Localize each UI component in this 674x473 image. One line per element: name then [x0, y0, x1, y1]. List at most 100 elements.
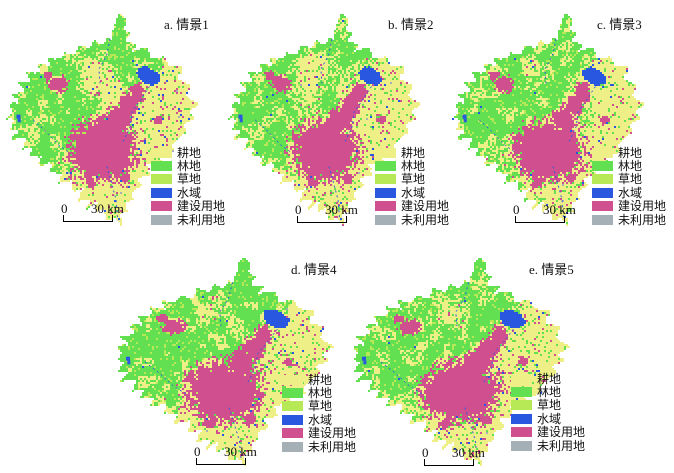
legend: 耕地 林地 草地 水域 建设用地 未利用地: [592, 146, 666, 226]
legend-item: 未利用地: [375, 213, 449, 226]
legend-item: 耕地: [282, 373, 356, 386]
legend-label: 水域: [537, 411, 562, 426]
legend-label: 耕地: [401, 145, 426, 160]
legend-swatch-cultivated: [592, 147, 613, 158]
legend-item: 水域: [592, 186, 666, 199]
scale-zero-label: 0: [422, 445, 429, 460]
legend-swatch-unused: [282, 441, 303, 452]
land-use-map-scenario-1: [6, 12, 208, 228]
panel-title-scenario-3: c. 情景3: [597, 17, 642, 32]
legend-label: 耕地: [308, 372, 333, 387]
scale-zero-label: 0: [194, 444, 201, 459]
legend-swatch-built: [375, 201, 396, 212]
legend-label: 建设用地: [177, 199, 226, 214]
legend-label: 未利用地: [618, 212, 667, 227]
legend-label: 建设用地: [401, 199, 450, 214]
legend-item: 林地: [375, 159, 449, 172]
panel-title-scenario-2: b. 情景2: [388, 17, 434, 32]
legend-label: 林地: [537, 385, 562, 400]
legend-item: 耕地: [151, 146, 225, 159]
legend: 耕地 林地 草地 水域 建设用地 未利用地: [151, 146, 225, 226]
legend-item: 耕地: [511, 372, 585, 385]
legend-label: 草地: [618, 172, 643, 187]
legend-label: 水域: [618, 185, 643, 200]
legend-label: 林地: [308, 386, 333, 401]
scale-distance-label: 30 km: [452, 445, 485, 460]
legend-swatch-grass: [282, 401, 303, 412]
legend-label: 建设用地: [308, 426, 357, 441]
legend-swatch-cultivated: [282, 374, 303, 385]
legend-swatch-grass: [511, 400, 532, 411]
scale-bar-line: [515, 216, 565, 223]
legend-swatch-unused: [511, 440, 532, 451]
panel-title-scenario-1: a. 情景1: [164, 17, 209, 32]
legend-item: 水域: [282, 413, 356, 426]
scale-distance-label: 30 km: [543, 202, 576, 217]
legend-label: 建设用地: [537, 425, 586, 440]
legend-swatch-forest: [511, 387, 532, 398]
legend-swatch-built: [151, 201, 172, 212]
legend-item: 建设用地: [511, 426, 585, 439]
legend-item: 水域: [151, 186, 225, 199]
legend-swatch-cultivated: [511, 373, 532, 384]
legend-item: 建设用地: [375, 200, 449, 213]
legend-item: 草地: [151, 173, 225, 186]
legend-item: 建设用地: [282, 427, 356, 440]
scale-distance-label: 30 km: [325, 202, 358, 217]
legend-swatch-forest: [282, 388, 303, 399]
legend-item: 建设用地: [592, 200, 666, 213]
legend-label: 水域: [177, 185, 202, 200]
legend-swatch-built: [511, 427, 532, 438]
legend-label: 林地: [618, 159, 643, 174]
panel-title-scenario-4: d. 情景4: [291, 262, 337, 277]
land-use-map-scenario-4: [114, 256, 344, 468]
legend: 耕地 林地 草地 水域 建设用地 未利用地: [511, 372, 585, 452]
legend-swatch-water: [282, 414, 303, 425]
scale-bar-line: [196, 458, 246, 465]
legend-swatch-built: [592, 201, 613, 212]
legend-label: 建设用地: [618, 199, 667, 214]
legend-label: 耕地: [537, 371, 562, 386]
scale-distance-label: 30 km: [91, 201, 124, 216]
legend-swatch-unused: [375, 214, 396, 225]
legend-label: 水域: [308, 412, 333, 427]
legend-item: 草地: [375, 173, 449, 186]
legend-label: 草地: [177, 172, 202, 187]
legend-item: 建设用地: [151, 200, 225, 213]
scale-bar-line: [63, 215, 113, 222]
legend-label: 未利用地: [308, 439, 357, 454]
legend-swatch-water: [375, 187, 396, 198]
legend-item: 林地: [282, 386, 356, 399]
legend-item: 草地: [592, 173, 666, 186]
legend-swatch-grass: [592, 174, 613, 185]
legend-label: 草地: [537, 398, 562, 413]
legend-label: 未利用地: [401, 212, 450, 227]
legend-label: 草地: [308, 399, 333, 414]
scale-bar-line: [297, 216, 347, 223]
legend-swatch-forest: [151, 161, 172, 172]
land-use-map-scenario-2: [228, 12, 430, 228]
legend-swatch-grass: [151, 174, 172, 185]
legend-item: 未利用地: [282, 440, 356, 453]
legend-item: 未利用地: [592, 213, 666, 226]
legend-swatch-water: [592, 187, 613, 198]
legend: 耕地 林地 草地 水域 建设用地 未利用地: [375, 146, 449, 226]
panel-title-scenario-5: e. 情景5: [529, 262, 574, 277]
legend-swatch-water: [151, 187, 172, 198]
legend-swatch-cultivated: [151, 147, 172, 158]
legend-label: 水域: [401, 185, 426, 200]
land-use-map-scenario-5: [350, 256, 580, 468]
legend-swatch-forest: [592, 161, 613, 172]
scale-zero-label: 0: [295, 202, 302, 217]
legend-label: 未利用地: [177, 212, 226, 227]
legend-swatch-built: [282, 428, 303, 439]
legend-label: 耕地: [618, 145, 643, 160]
legend-swatch-water: [511, 413, 532, 424]
legend-item: 耕地: [592, 146, 666, 159]
legend-item: 耕地: [375, 146, 449, 159]
